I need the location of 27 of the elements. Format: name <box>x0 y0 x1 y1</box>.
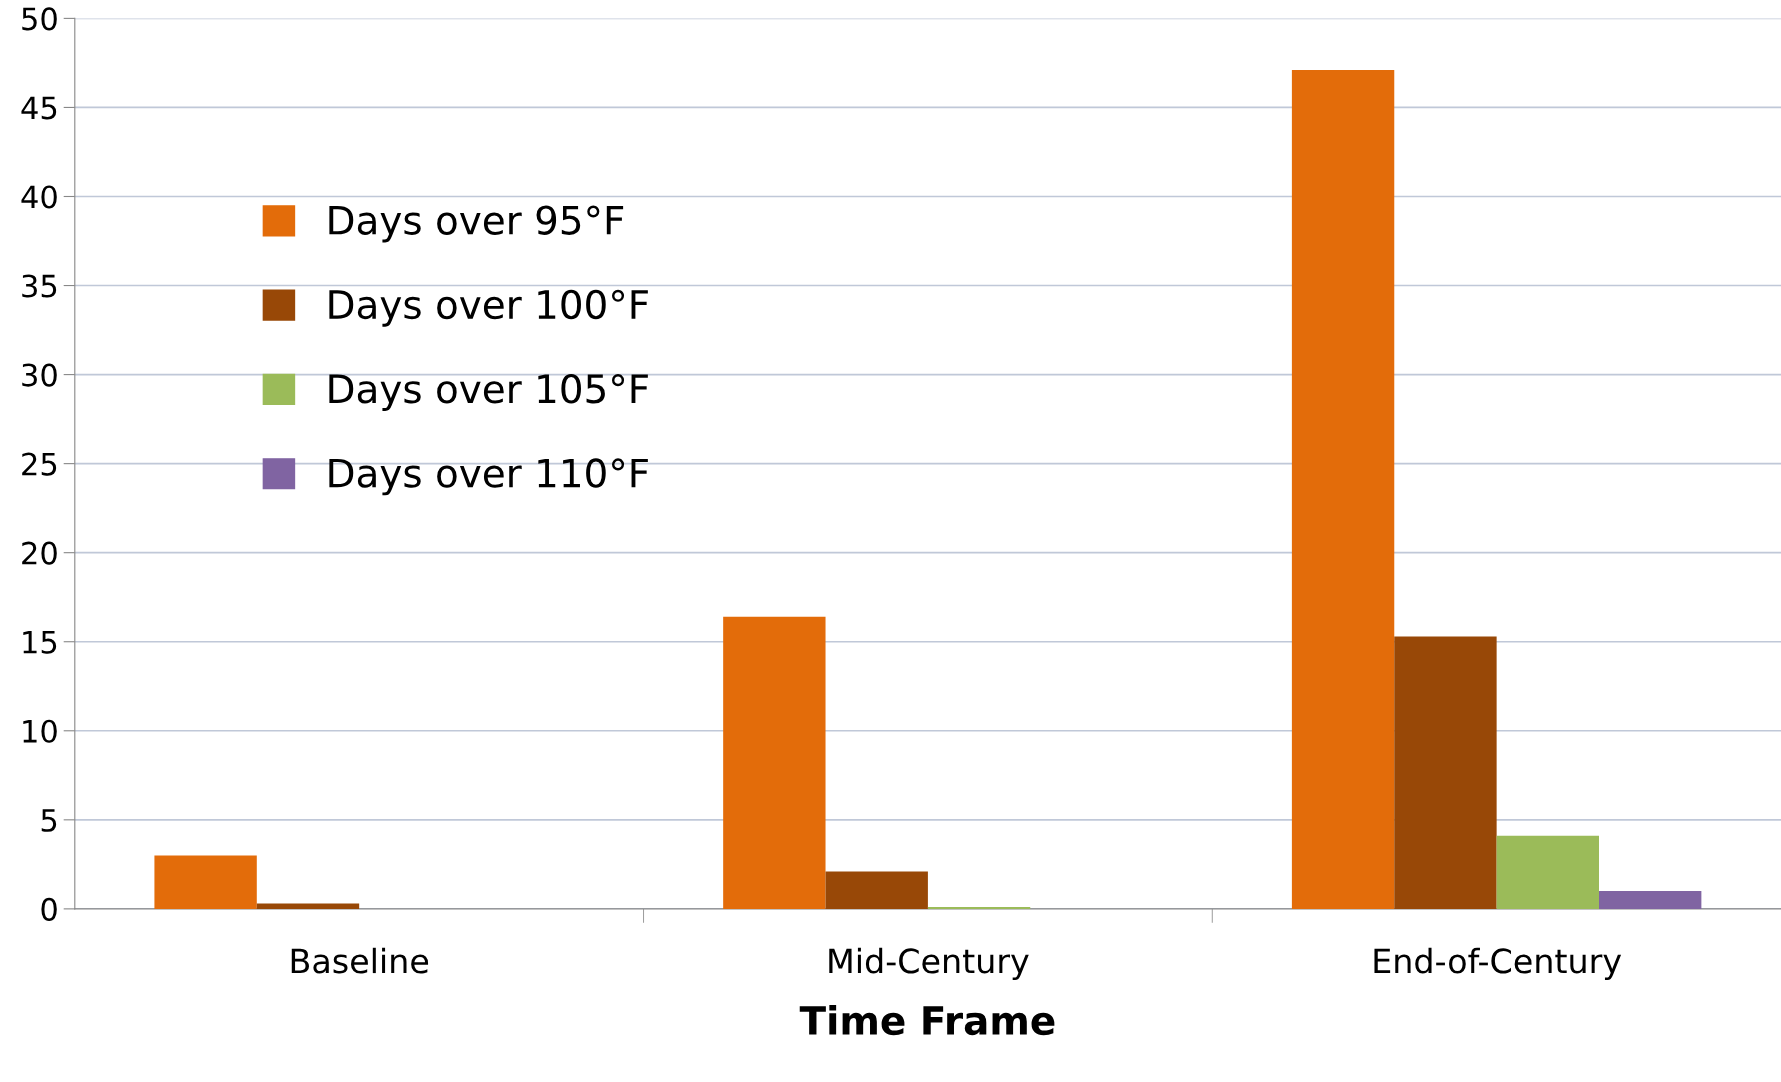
bar <box>825 871 928 909</box>
legend-label: Days over 95°F <box>329 205 624 243</box>
y-tick-label: 15 <box>23 631 57 654</box>
y-tick-label: 50 <box>22 7 57 31</box>
y-tick-label: 10 <box>23 719 57 743</box>
x-tick-label: Baseline <box>291 947 429 974</box>
legend-label: Days over 105°F <box>329 374 648 412</box>
bar <box>1496 835 1600 909</box>
y-tick-label: 0 <box>41 897 57 921</box>
bar <box>723 616 826 909</box>
x-axis-title: Time Frame <box>799 1005 1055 1036</box>
y-tick-label: 5 <box>41 809 57 832</box>
y-tick-label: 40 <box>21 185 57 209</box>
y-tick-label: 30 <box>22 363 57 387</box>
y-tick-label: 20 <box>22 541 57 565</box>
bar <box>154 855 257 909</box>
bar <box>256 903 360 909</box>
y-tick-label: 25 <box>22 452 57 476</box>
y-tick-label: 45 <box>21 96 57 120</box>
bar <box>1394 636 1497 909</box>
x-tick-label: Mid-Century <box>829 947 1029 981</box>
bar <box>1291 70 1395 909</box>
y-tick-label: 35 <box>22 274 57 298</box>
legend-label: Days over 110°F <box>329 458 648 496</box>
x-tick-label: End-of-Century <box>1374 947 1622 981</box>
legend-label: Days over 100°F <box>329 289 648 327</box>
bar <box>1599 891 1702 909</box>
